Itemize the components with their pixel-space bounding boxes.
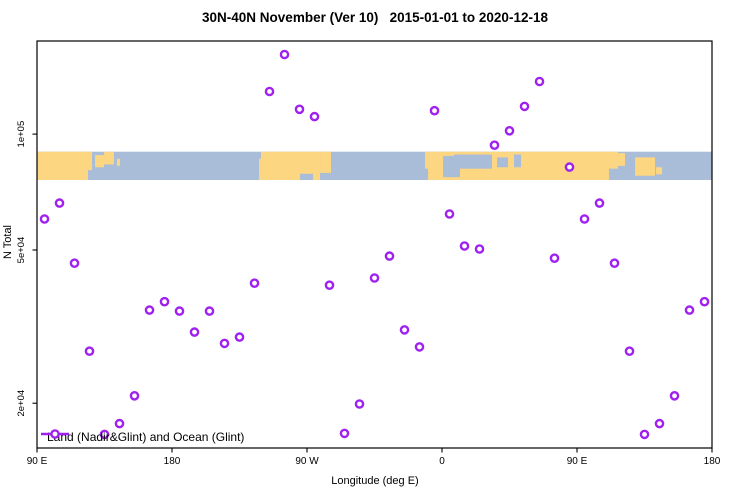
y-tick-label: 1e+05: [16, 121, 27, 148]
data-point: [429, 105, 440, 116]
x-tick-label: 0: [439, 456, 445, 467]
map-band-land: [104, 151, 114, 165]
data-point: [489, 140, 500, 150]
data-point: [669, 390, 680, 401]
data-point: [624, 346, 635, 357]
data-point: [654, 418, 665, 429]
data-point: [534, 76, 545, 87]
map-band-land: [425, 151, 429, 169]
data-point: [129, 390, 140, 401]
map-band-land: [656, 167, 663, 175]
map-band-sea-patch: [454, 154, 492, 169]
map-band-land: [617, 153, 625, 166]
data-point: [549, 253, 560, 264]
data-point: [564, 162, 575, 172]
chart-title: 30N-40N November (Ver 10) 2015-01-01 to …: [202, 10, 548, 25]
y-axis-label: N Total: [2, 224, 14, 260]
data-point: [324, 280, 335, 291]
legend-label: Land (Nadir&Glint) and Ocean (Glint): [47, 430, 245, 444]
data-point: [294, 104, 305, 115]
y-tick-label: 5e+04: [16, 237, 27, 264]
data-point: [699, 296, 710, 307]
data-point: [639, 429, 650, 440]
x-tick-label: 180: [704, 456, 721, 467]
data-point: [594, 198, 605, 208]
x-tick-label: 180: [164, 456, 181, 467]
data-point: [99, 429, 110, 440]
data-point: [339, 428, 350, 439]
x-tick-label: 90 E: [27, 456, 48, 467]
data-point: [579, 214, 590, 224]
data-point: [399, 325, 410, 335]
data-point: [309, 111, 320, 122]
data-point: [234, 332, 245, 342]
data-point: [204, 306, 215, 316]
map-band-land: [88, 151, 93, 171]
legend-marker-icon: [41, 429, 69, 439]
data-point: [444, 209, 455, 219]
data-point: [369, 273, 380, 283]
x-tick-label: 90 W: [295, 456, 319, 467]
x-tick-label: 90 E: [567, 456, 588, 467]
data-point: [279, 49, 290, 60]
data-point: [264, 86, 275, 97]
data-point: [384, 251, 395, 261]
map-band-sea-patch: [299, 173, 313, 180]
data-point: [114, 418, 125, 429]
data-point: [459, 241, 470, 251]
map-band-sea-patch: [608, 168, 618, 180]
data-point: [54, 198, 65, 208]
data-point: [609, 258, 620, 269]
x-axis-label: Longitude (deg E): [331, 475, 419, 487]
plot-border: [36, 40, 713, 449]
data-point: [159, 296, 170, 307]
map-band-land: [320, 151, 331, 173]
map-band-land: [37, 151, 88, 180]
data-point: [189, 327, 200, 337]
data-point: [504, 126, 515, 136]
data-point: [354, 399, 365, 409]
data-point: [519, 101, 530, 112]
map-band-sea-patch: [497, 157, 508, 168]
data-point: [249, 278, 260, 289]
data-point: [414, 342, 425, 352]
map-band-land: [95, 155, 105, 168]
map-band-sea-patch: [514, 154, 522, 168]
y-tick-label: 2e+04: [16, 390, 27, 417]
data-point: [174, 306, 185, 316]
data-point: [84, 346, 95, 357]
data-point: [144, 305, 155, 315]
data-point: [69, 258, 80, 269]
map-band-land: [259, 158, 261, 180]
data-point: [39, 214, 50, 224]
data-point: [684, 305, 695, 315]
data-point: [219, 338, 230, 349]
data-point: [474, 244, 485, 254]
map-band-land: [116, 158, 120, 166]
legend: Land (Nadir&Glint) and Ocean (Glint): [40, 428, 244, 446]
map-band-land: [635, 157, 655, 176]
